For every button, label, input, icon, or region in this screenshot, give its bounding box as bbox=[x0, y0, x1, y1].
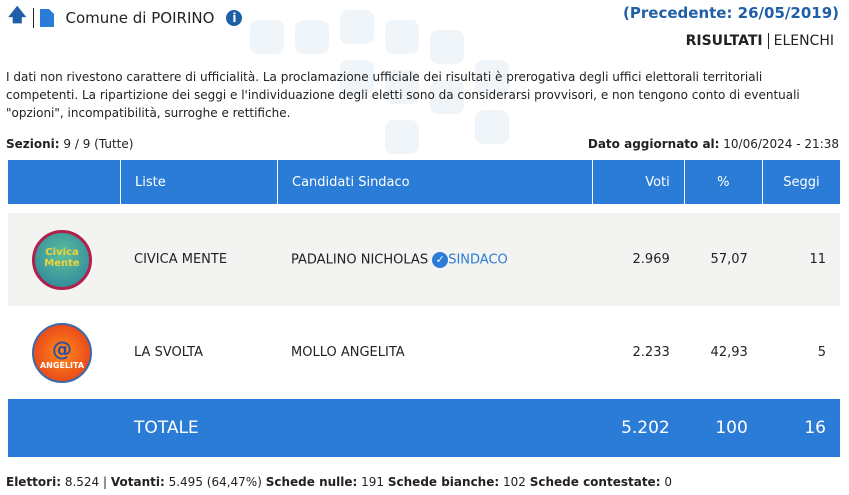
view-tabs: RISULTATI ELENCHI bbox=[681, 33, 839, 49]
tab-elenchi[interactable]: ELENCHI bbox=[773, 33, 834, 49]
elected-badge: SINDACO bbox=[448, 252, 508, 267]
turnout-summary: Elettori: 8.524 | Votanti: 5.495 (64,47%… bbox=[6, 475, 672, 489]
col-liste: Liste bbox=[120, 160, 277, 204]
col-pct: % bbox=[683, 160, 762, 204]
list-logo-civica-mente: Civica Mente bbox=[32, 229, 92, 290]
table-row: Civica Mente CIVICA MENTE PADALINO NICHOL… bbox=[8, 213, 840, 306]
results-table: Liste Candidati Sindaco Voti % Seggi Civ… bbox=[8, 160, 840, 457]
tab-risultati[interactable]: RISULTATI bbox=[681, 33, 769, 49]
table-row: @ ANGELITA LA SVOLTA MOLLO ANGELITA 2.233… bbox=[8, 306, 840, 399]
divider bbox=[32, 8, 34, 28]
document-icon[interactable] bbox=[39, 9, 54, 27]
table-header: Liste Candidati Sindaco Voti % Seggi bbox=[8, 160, 840, 204]
info-icon[interactable]: i bbox=[226, 10, 243, 26]
page-title: Comune di POIRINO bbox=[65, 9, 215, 27]
col-voti: Voti bbox=[592, 160, 684, 204]
background-pattern bbox=[250, 10, 509, 154]
disclaimer: I dati non rivestono carattere di uffici… bbox=[6, 70, 800, 120]
col-candidati: Candidati Sindaco bbox=[277, 160, 592, 204]
list-logo-la-svolta: @ ANGELITA bbox=[32, 322, 92, 383]
last-updated: Dato aggiornato al: 10/06/2024 - 21:38 bbox=[587, 137, 839, 151]
col-seggi: Seggi bbox=[761, 160, 840, 204]
previous-election-link[interactable]: (Precedente: 26/05/2019) bbox=[623, 4, 839, 22]
page-header: 🡅 Comune di POIRINO i bbox=[8, 3, 243, 33]
check-icon: ✓ bbox=[432, 251, 449, 268]
total-row: TOTALE 5.202 100 16 bbox=[8, 399, 840, 457]
arrow-up-icon[interactable]: 🡅 bbox=[8, 5, 27, 26]
sezioni: Sezioni: 9 / 9 (Tutte) bbox=[6, 137, 134, 151]
